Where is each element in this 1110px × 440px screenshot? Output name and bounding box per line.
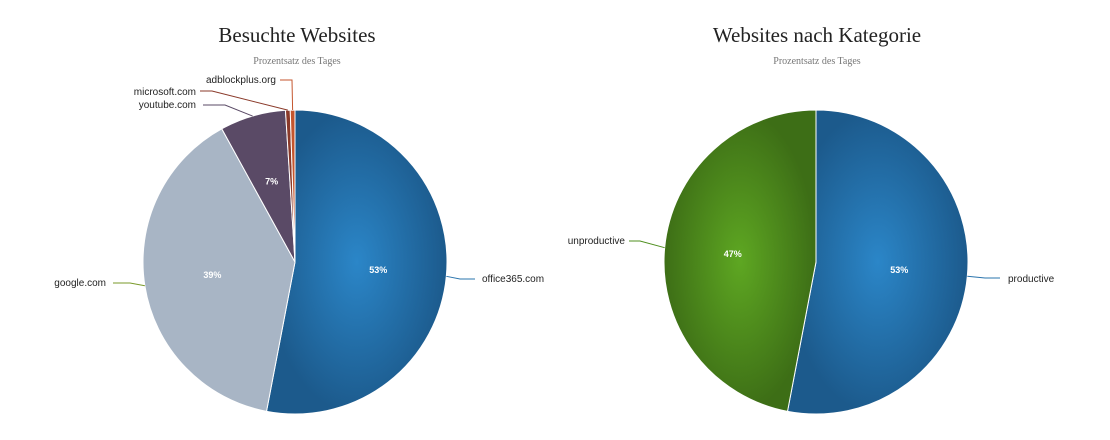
pie-slice-google-com[interactable]	[142, 128, 296, 412]
slice-name-label: adblockplus.org	[206, 75, 276, 86]
websites-by-category-chart: Websites nach Kategorie Prozentsatz des …	[568, 23, 1055, 415]
callout-line	[113, 282, 145, 287]
slice-percent-label: 53%	[890, 265, 908, 275]
chart-title: Websites nach Kategorie	[713, 23, 921, 47]
callout-line	[203, 104, 253, 117]
slice-percent-label: 39%	[203, 270, 221, 280]
pie-slices	[663, 109, 969, 415]
slice-name-label: google.com	[54, 278, 106, 289]
pie-slice-productive[interactable]	[786, 109, 969, 415]
pie-callouts: productive unproductive	[568, 236, 1055, 285]
slice-name-label: microsoft.com	[134, 87, 196, 98]
visited-websites-chart: Besuchte Websites Prozentsatz des Tages …	[54, 23, 544, 415]
pie-slice-adblockplus-org[interactable]	[289, 109, 296, 263]
slice-name-label: productive	[1008, 274, 1055, 285]
slice-percent-label: 7%	[265, 177, 278, 187]
pie-inner-labels: 53% 39% 7%	[203, 177, 387, 280]
callout-line	[967, 275, 1000, 279]
pie-slice-office365-com[interactable]	[265, 109, 448, 415]
slice-percent-label: 47%	[724, 249, 742, 259]
slice-name-label: office365.com	[482, 274, 544, 285]
callout-line	[200, 90, 288, 111]
pie-inner-labels: 53% 47%	[724, 249, 908, 275]
pie-slice-unproductive[interactable]	[663, 109, 817, 412]
chart-subtitle: Prozentsatz des Tages	[773, 56, 861, 67]
callout-line	[446, 275, 475, 280]
callout-line	[629, 240, 665, 249]
chart-subtitle: Prozentsatz des Tages	[253, 56, 341, 67]
slice-name-label: unproductive	[568, 236, 626, 247]
callout-line	[280, 79, 294, 111]
pie-slices	[142, 109, 448, 415]
slice-percent-label: 53%	[369, 265, 387, 275]
pie-callouts: office365.com google.com youtube.com micros…	[54, 75, 544, 289]
chart-title: Besuchte Websites	[218, 23, 375, 47]
slice-name-label: youtube.com	[139, 100, 196, 111]
